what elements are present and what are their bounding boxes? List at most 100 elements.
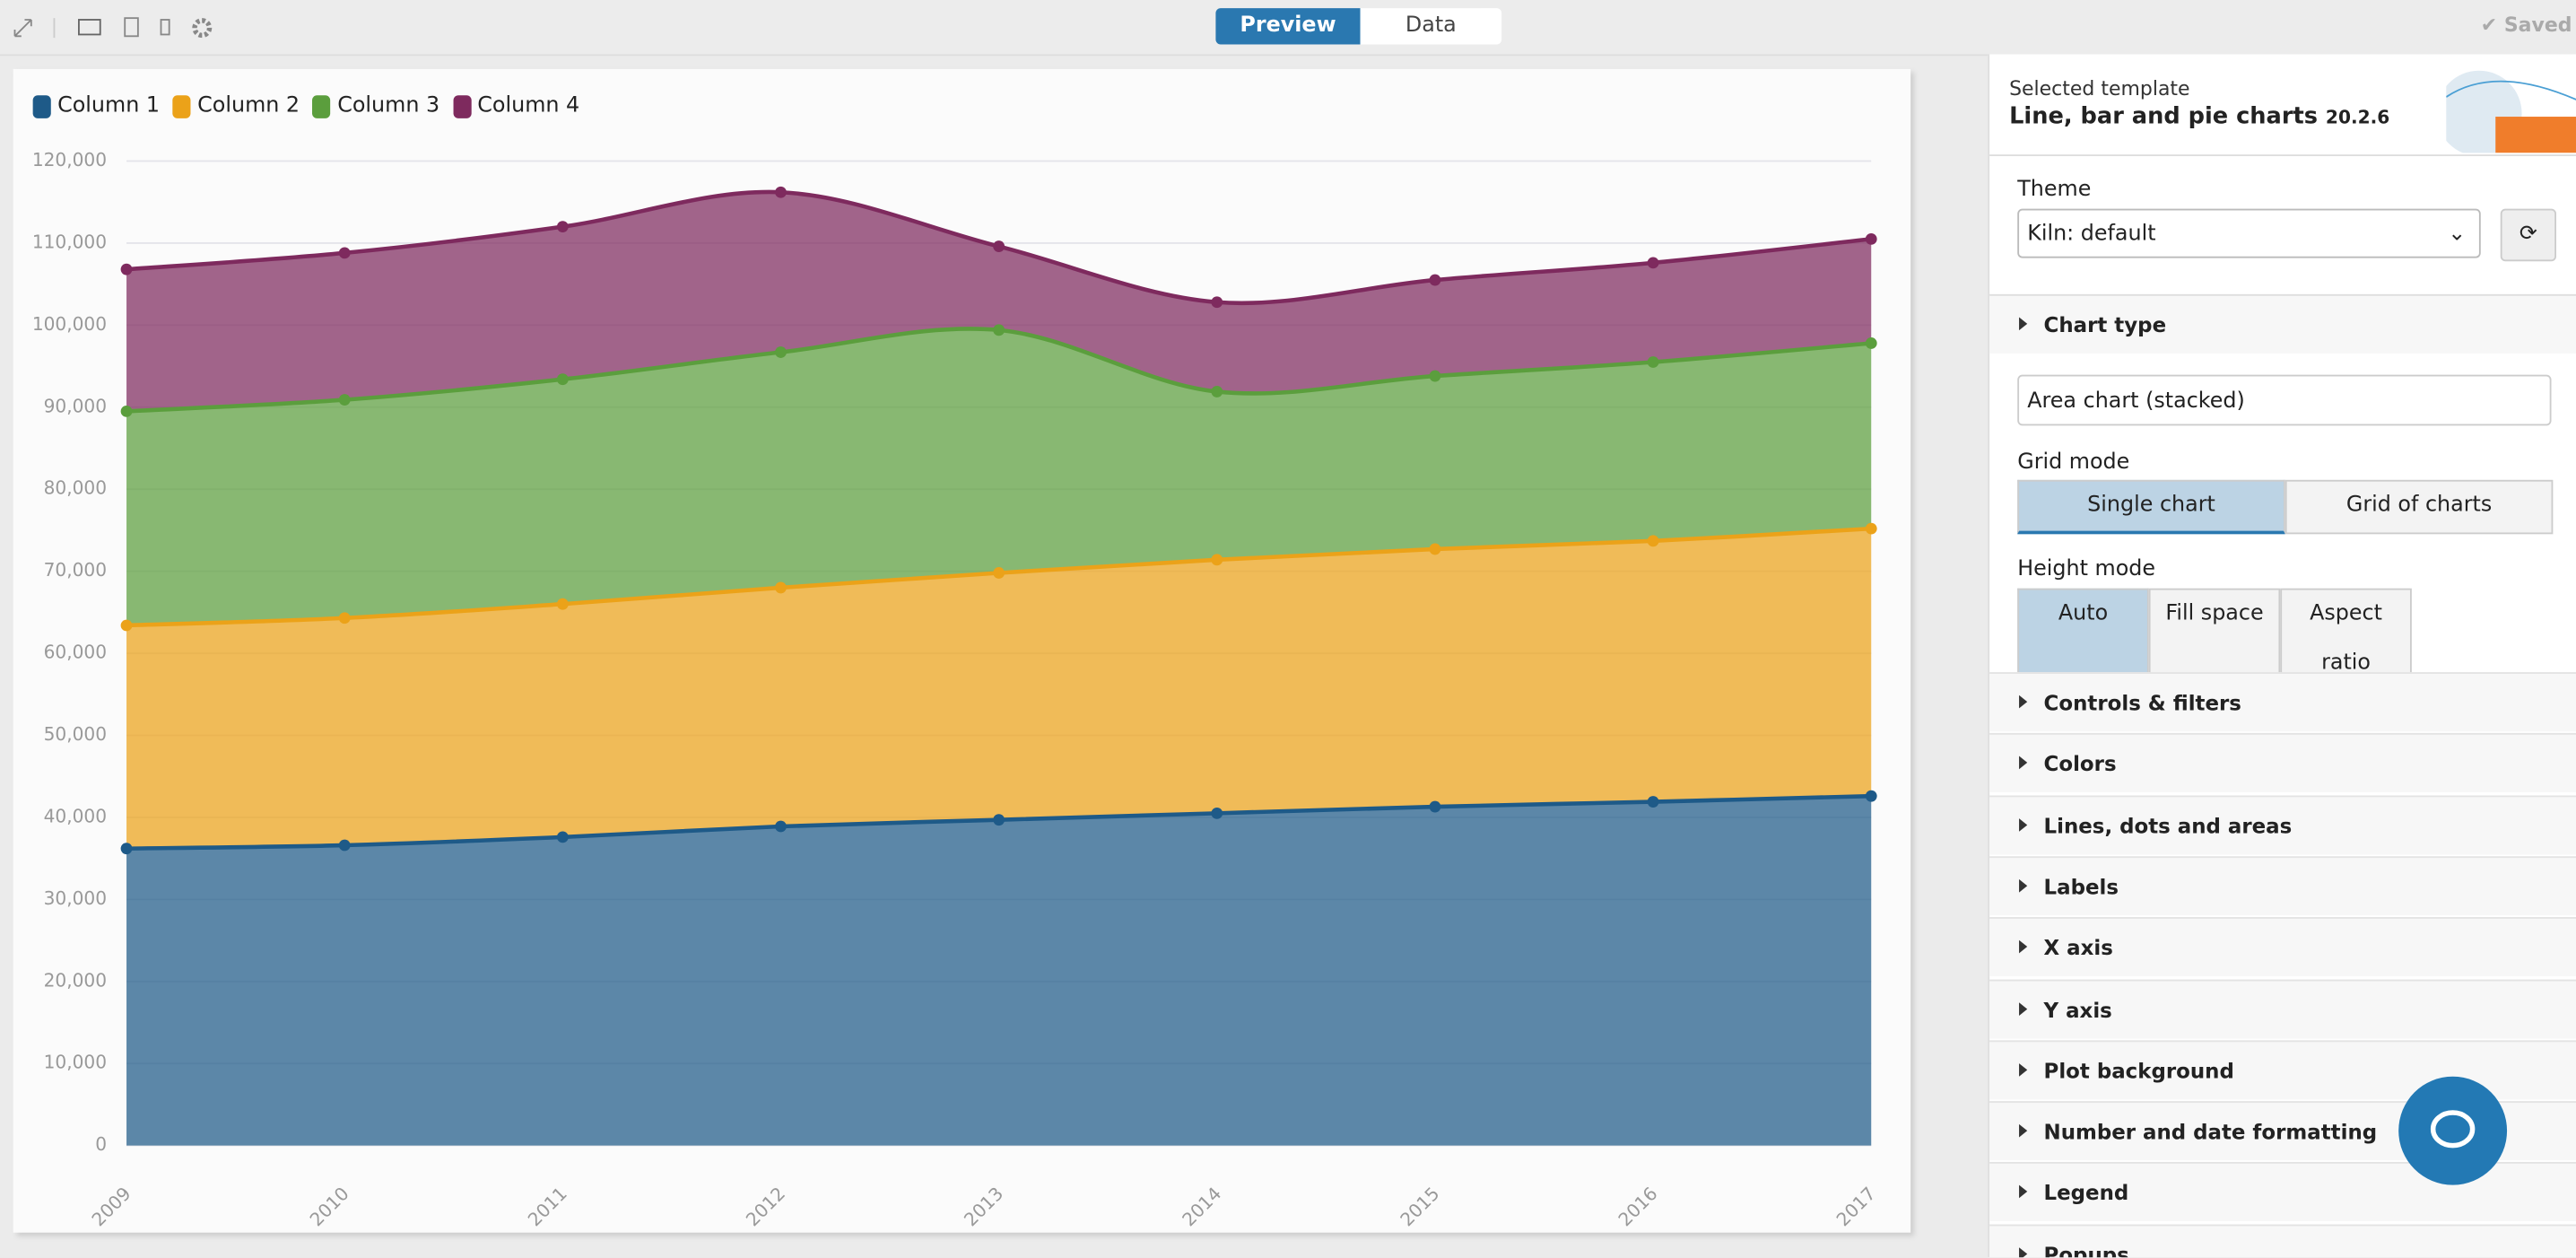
- section-heading[interactable]: X axis: [1989, 917, 2576, 977]
- dot: [1647, 356, 1659, 368]
- dot: [1865, 522, 1877, 535]
- legend-swatch: [312, 94, 331, 118]
- dot: [775, 346, 787, 358]
- dot: [556, 373, 569, 386]
- y-tick-label: 100,000: [32, 313, 107, 335]
- y-tick-label: 120,000: [32, 149, 107, 170]
- dot: [338, 839, 351, 852]
- dot: [1865, 232, 1877, 245]
- legend-label: Column 2: [197, 93, 300, 118]
- section-heading[interactable]: Labels: [1989, 856, 2576, 916]
- dot: [120, 405, 133, 417]
- dot: [1211, 554, 1223, 566]
- dot: [993, 240, 1005, 252]
- x-tick-label: 2010: [306, 1183, 353, 1230]
- dot: [1211, 386, 1223, 397]
- legend-item[interactable]: Column 1: [32, 93, 161, 118]
- chart-type-select[interactable]: Area chart (stacked): [2017, 374, 2552, 426]
- data-label: Data: [1405, 13, 1457, 39]
- dot: [993, 567, 1005, 579]
- y-tick-label: 90,000: [44, 395, 107, 416]
- dot: [556, 598, 569, 610]
- saved-status: ✔ Saved: [2480, 13, 2572, 37]
- dot: [1865, 790, 1877, 802]
- dot: [1647, 257, 1659, 269]
- grid-mode-buttons: Single chart Grid of charts: [2017, 479, 2554, 535]
- dot: [993, 324, 1005, 336]
- y-tick-label: 0: [95, 1133, 107, 1155]
- legend: Column 1 Column 2 Column 3 Column 4: [32, 93, 580, 118]
- data-tab[interactable]: Data: [1360, 8, 1502, 45]
- x-tick-label: 2016: [1614, 1183, 1661, 1230]
- y-tick-label: 30,000: [44, 887, 107, 909]
- chart-type-title: Chart type: [2043, 312, 2167, 337]
- template-title: Line, bar and pie charts: [2009, 103, 2319, 130]
- template-name: Line, bar and pie charts 20.2.6: [2009, 103, 2389, 129]
- dot: [1865, 337, 1877, 349]
- area: [126, 328, 1872, 625]
- mode-button[interactable]: Grid of charts: [2284, 479, 2554, 535]
- legend-swatch: [452, 94, 471, 118]
- toolbar: Preview Data ✔ Saved: [0, 0, 2576, 57]
- section-heading[interactable]: Popups: [1989, 1223, 2576, 1258]
- dot: [556, 221, 569, 233]
- section-heading[interactable]: Lines, dots and areas: [1989, 794, 2576, 854]
- theme-select[interactable]: Kiln: default ⌄: [2017, 208, 2481, 258]
- x-tick-label: 2012: [742, 1183, 789, 1230]
- dot: [338, 612, 351, 625]
- toolbar-icons[interactable]: [10, 14, 223, 40]
- legend-label: Column 3: [337, 93, 440, 118]
- template-label: Selected template: [2009, 77, 2190, 100]
- legend-swatch: [32, 94, 51, 118]
- x-tick-label: 2009: [87, 1183, 135, 1230]
- legend-item[interactable]: Column 2: [172, 93, 300, 118]
- legend-item[interactable]: Column 4: [452, 93, 580, 118]
- grid-mode-label: Grid mode: [2017, 450, 2130, 476]
- dot: [556, 831, 569, 843]
- theme-label: Theme: [2017, 177, 2092, 203]
- chart: 0 10,000 20,000 30,000 40,000 50,000 60,000 70,…: [32, 149, 1880, 1230]
- preview-label: Preview: [1240, 13, 1336, 39]
- legend-item[interactable]: Column 3: [312, 93, 440, 118]
- y-tick-label: 20,000: [44, 969, 107, 991]
- y-tick-label: 40,000: [44, 805, 107, 826]
- height-mode-label: Height mode: [2017, 556, 2156, 582]
- dot: [1429, 543, 1441, 555]
- legend-swatch: [172, 94, 191, 118]
- dot: [1647, 535, 1659, 547]
- dot: [338, 394, 351, 406]
- area: [126, 796, 1872, 1146]
- section-heading[interactable]: Colors: [1989, 733, 2576, 793]
- dot: [1429, 370, 1441, 382]
- dot: [775, 581, 787, 594]
- y-tick-label: 70,000: [44, 559, 107, 581]
- x-tick-label: 2014: [1178, 1183, 1225, 1230]
- y-tick-label: 110,000: [32, 231, 107, 252]
- legend-label: Column 4: [477, 93, 580, 118]
- section-heading[interactable]: Controls & filters: [1989, 672, 2576, 732]
- y-tick-label: 80,000: [44, 477, 107, 499]
- dot: [120, 263, 133, 275]
- dot: [993, 814, 1005, 826]
- template-version: 20.2.6: [2325, 107, 2390, 128]
- preview-tab[interactable]: Preview: [1215, 8, 1361, 45]
- dot: [1429, 800, 1441, 813]
- legend-label: Column 1: [57, 93, 161, 118]
- chat-button[interactable]: [2398, 1076, 2508, 1185]
- template-thumbnail: [2446, 70, 2576, 153]
- template-header: Selected template Line, bar and pie char…: [1989, 54, 2576, 157]
- section-heading[interactable]: Y axis: [1989, 978, 2576, 1038]
- dot: [1647, 796, 1659, 808]
- dot: [120, 619, 133, 632]
- chart-type-heading[interactable]: Chart type: [1989, 293, 2576, 354]
- chart-type-value: Area chart (stacked): [2027, 389, 2245, 415]
- x-tick-label: 2017: [1832, 1183, 1880, 1230]
- dot: [775, 820, 787, 833]
- dot: [338, 247, 351, 259]
- y-tick-label: 10,000: [44, 1052, 107, 1073]
- x-tick-label: 2015: [1396, 1183, 1443, 1230]
- mode-button[interactable]: Single chart: [2017, 479, 2285, 535]
- saved-label: Saved: [2503, 13, 2572, 37]
- refresh-button[interactable]: ⟳: [2500, 208, 2557, 262]
